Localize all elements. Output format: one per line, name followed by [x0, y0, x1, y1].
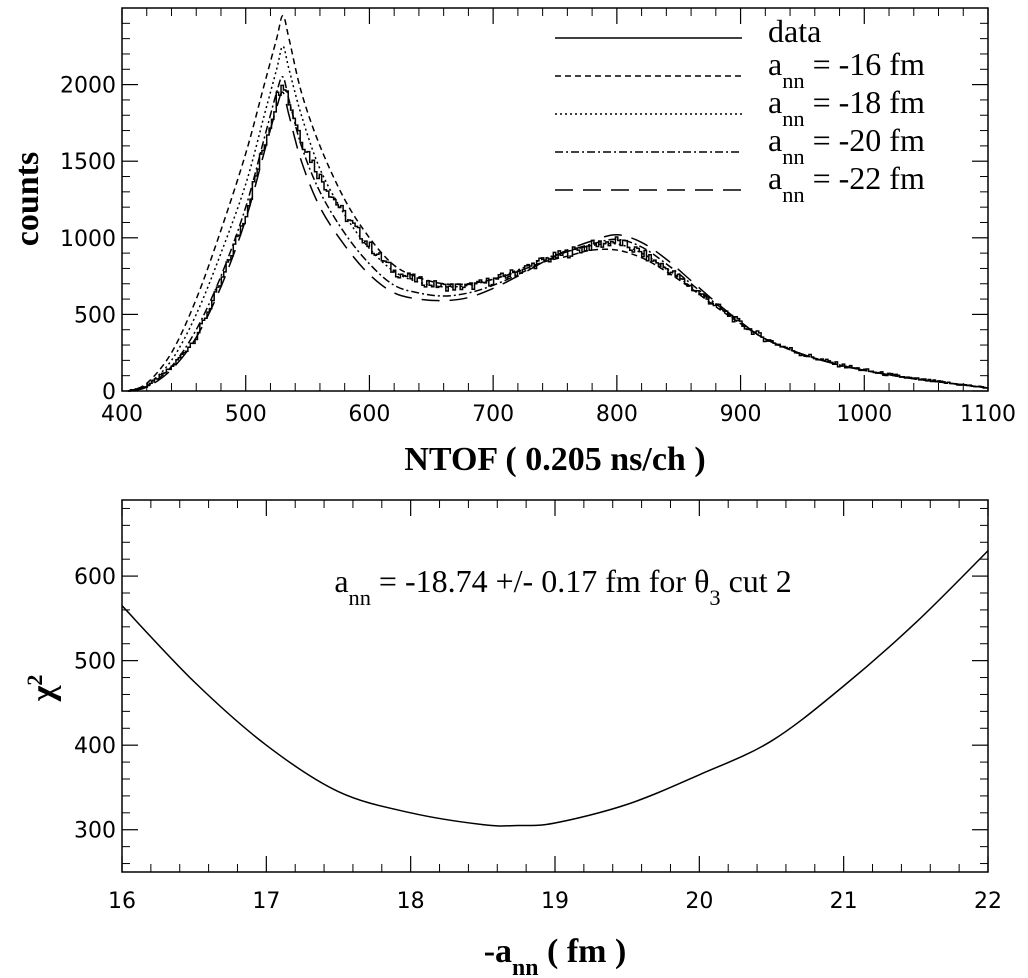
top-series-a-nn-20-fm	[128, 76, 989, 392]
top-plot-frame	[121, 7, 989, 392]
bottom-x-tick-labels: 16 17 18 19 20 21 22	[108, 889, 1002, 914]
bottom-ticks	[121, 500, 989, 872]
x-tick-label: 500	[225, 402, 267, 427]
x-tick-label: 16	[108, 889, 136, 914]
y-tick-label: 500	[74, 303, 116, 328]
y-tick-label: 1000	[60, 227, 116, 252]
top-series-a-nn-22-fm	[128, 91, 989, 392]
x-tick-label: 900	[720, 402, 762, 427]
bottom-curves	[121, 550, 989, 827]
x-tick-label: 800	[596, 402, 638, 427]
y-tick-label: 0	[102, 380, 116, 405]
x-tick-label: 19	[541, 889, 569, 914]
x-tick-label: 18	[397, 889, 425, 914]
x-tick-label: 22	[974, 889, 1002, 914]
top-y-tick-labels: 0 500 1000 1500 2000	[60, 74, 116, 405]
x-tick-label: 700	[472, 402, 514, 427]
bottom-series-0	[121, 550, 989, 827]
x-tick-label: 400	[101, 402, 143, 427]
y-tick-label: 400	[74, 734, 116, 759]
x-tick-label: 20	[685, 889, 713, 914]
top-x-tick-labels: 400 500 600 700 800 900 1000 1100	[101, 402, 1016, 427]
x-tick-label: 1000	[836, 402, 892, 427]
x-tick-label: 1100	[960, 402, 1016, 427]
legend-label-data: data	[768, 13, 821, 49]
bottom-y-axis-title: χ2	[22, 675, 63, 703]
fit-result-annotation: ann = -18.74 +/- 0.17 fm for θ3 cut 2	[334, 563, 791, 610]
x-tick-label: 21	[830, 889, 858, 914]
bottom-y-tick-labels: 300 400 500 600	[74, 565, 116, 844]
x-tick-label: 600	[348, 402, 390, 427]
y-tick-label: 300	[74, 819, 116, 844]
bottom-x-axis-title: -ann ( fm )	[484, 933, 627, 978]
y-tick-label: 500	[74, 650, 116, 675]
top-y-axis-title: counts	[9, 152, 46, 246]
top-ticks	[121, 7, 989, 392]
bottom-panel: 16 17 18 19 20 21 22 300 400 500 600 ann = -18.74…	[22, 499, 1002, 978]
x-tick-label: 17	[252, 889, 280, 914]
bottom-plot-frame	[121, 499, 989, 873]
y-tick-label: 600	[74, 565, 116, 590]
top-series-a-nn-16-fm	[127, 14, 989, 392]
y-tick-label: 1500	[60, 150, 116, 175]
y-tick-label: 2000	[60, 74, 116, 99]
top-curves	[127, 14, 989, 392]
top-panel: 400 500 600 700 800 900 1000 1100 0 500 1000 1500 2…	[9, 7, 1016, 478]
top-x-axis-title: NTOF ( 0.205 ns/ch )	[404, 441, 705, 478]
